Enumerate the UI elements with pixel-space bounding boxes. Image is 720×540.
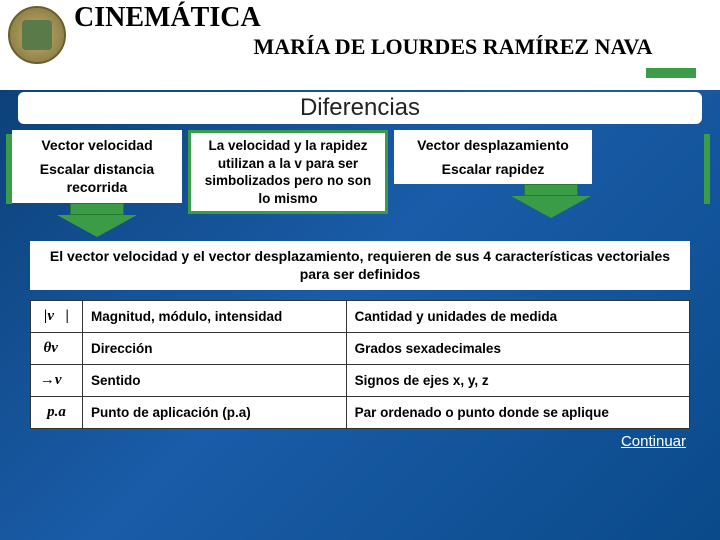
right-column: Vector desplazamiento Escalar rapidez [394, 130, 592, 184]
description-cell: Par ordenado o punto donde se aplique [346, 397, 689, 429]
property-cell: Dirección [83, 333, 347, 365]
vector-displacement-label: Vector desplazamiento [396, 136, 590, 154]
property-cell: Punto de aplicación (p.a) [83, 397, 347, 429]
author-name: MARÍA DE LOURDES RAMÍREZ NAVA [194, 34, 712, 60]
table-row: p.a Punto de aplicación (p.a) Par ordena… [31, 397, 690, 429]
left-column: Vector velocidad Escalar distancia recor… [12, 130, 182, 203]
symbol-cell: →v⃗ [31, 365, 83, 397]
middle-note: La velocidad y la rapidez utilizan a la … [188, 130, 388, 214]
table-row: θv⃗ Dirección Grados sexadecimales [31, 333, 690, 365]
table-row: →v⃗ Sentido Signos de ejes x, y, z [31, 365, 690, 397]
symbol-cell: θv⃗ [31, 333, 83, 365]
section-title: Diferencias [18, 92, 702, 124]
table-row: |v⃗| Magnitud, módulo, intensidad Cantid… [31, 301, 690, 333]
characteristics-table: |v⃗| Magnitud, módulo, intensidad Cantid… [30, 300, 690, 429]
page-title: CINEMÁTICA [74, 4, 712, 32]
definition-box: El vector velocidad y el vector desplaza… [30, 241, 690, 291]
vector-velocity-label: Vector velocidad [14, 136, 180, 154]
continue-link[interactable]: Continuar [0, 433, 686, 450]
header-bar: CINEMÁTICA MARÍA DE LOURDES RAMÍREZ NAVA [0, 0, 720, 90]
university-logo [8, 6, 66, 64]
symbol-cell: p.a [31, 397, 83, 429]
scalar-distance-label: Escalar distancia recorrida [14, 160, 180, 196]
description-cell: Signos de ejes x, y, z [346, 365, 689, 397]
description-cell: Grados sexadecimales [346, 333, 689, 365]
accent-bar [646, 68, 696, 78]
description-cell: Cantidad y unidades de medida [346, 301, 689, 333]
property-cell: Sentido [83, 365, 347, 397]
arrow-down-icon [57, 215, 137, 237]
comparison-row: Vector velocidad Escalar distancia recor… [12, 130, 708, 237]
symbol-cell: |v⃗| [31, 301, 83, 333]
arrow-down-icon [511, 196, 591, 218]
scalar-speed-label: Escalar rapidez [396, 160, 590, 178]
property-cell: Magnitud, módulo, intensidad [83, 301, 347, 333]
